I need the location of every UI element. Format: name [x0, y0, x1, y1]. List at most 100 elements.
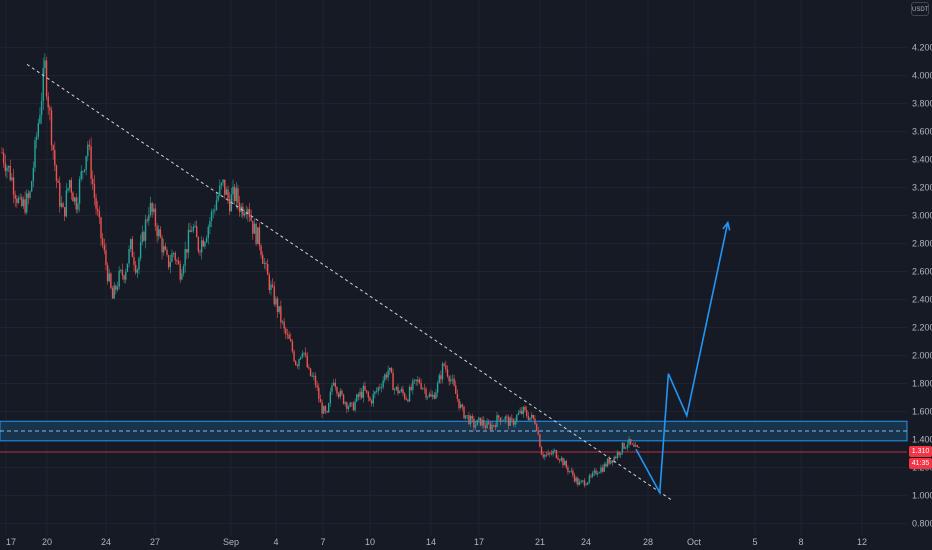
candle-body [573, 475, 576, 482]
candle-body [118, 270, 120, 287]
candle-body [263, 263, 266, 264]
candle-body [83, 169, 86, 172]
candle-body [141, 232, 143, 243]
candle-body [314, 375, 317, 386]
candle-body [431, 394, 434, 397]
candle-body [164, 246, 167, 250]
candle-body [252, 220, 254, 234]
candle-body [577, 477, 579, 485]
candle-body [362, 385, 365, 398]
candle-body [159, 229, 162, 238]
candle-body [575, 477, 577, 482]
candle-body [172, 252, 175, 254]
candle-body [220, 182, 223, 186]
candle-body [291, 341, 294, 352]
candle-body [194, 226, 196, 227]
candle-body [448, 376, 450, 382]
candle-body [506, 416, 508, 418]
candle-body [199, 251, 201, 253]
candle-body [153, 208, 155, 212]
candle-body [55, 165, 58, 181]
x-axis[interactable]: 17 20 24 27 Sep 4 7 10 14 17 21 24 28 Oct 5 8 12 [6, 537, 867, 547]
candle-body [481, 419, 483, 426]
candle-body [549, 453, 551, 454]
candle-body [52, 145, 54, 151]
y-tick-label: 2.800 [912, 239, 932, 249]
y-tick-label: 2.400 [912, 294, 932, 304]
y-tick-label: 1.600 [912, 406, 932, 416]
candle-body [229, 199, 231, 212]
currency-label[interactable]: USDT [911, 2, 929, 16]
x-tick-label: Sep [223, 537, 239, 547]
y-tick-label: 3.200 [912, 183, 932, 193]
candle-body [387, 370, 389, 378]
candle-body [578, 481, 581, 485]
candle-body [354, 401, 356, 411]
candle-body [120, 270, 122, 271]
candle-body [62, 203, 64, 208]
candle-body [148, 214, 150, 221]
candle-body [461, 404, 464, 407]
candle-body [377, 387, 379, 392]
candle-body [151, 203, 153, 212]
candle-body [21, 197, 23, 207]
candle-body [638, 446, 640, 448]
candle-body [130, 239, 132, 249]
candle-body [158, 229, 160, 237]
candle-body [232, 186, 234, 195]
candle-body [364, 385, 366, 391]
candle-body [328, 403, 330, 413]
candle-body [177, 260, 180, 265]
candle-body [6, 167, 8, 172]
candle-body [598, 472, 600, 474]
candle-body [243, 213, 246, 216]
candle-body [455, 385, 457, 394]
candle-body [600, 467, 602, 473]
candle-body [463, 406, 465, 419]
candle-body [422, 388, 424, 390]
candle-body [412, 380, 414, 390]
candle-body [413, 379, 416, 381]
candle-body [105, 250, 107, 266]
x-tick-label: 24 [581, 537, 591, 547]
candle-body [580, 480, 582, 482]
candle-body [631, 443, 633, 445]
candle-body [389, 367, 391, 371]
candle-body [342, 394, 345, 404]
candle-body [352, 403, 355, 411]
candle-body [405, 398, 407, 400]
candle-body [101, 238, 104, 245]
candle-body [24, 199, 26, 213]
candle-body [629, 439, 632, 444]
candle-body [16, 198, 18, 203]
candle-body [476, 419, 478, 426]
countdown-badge: 41:35 [909, 458, 932, 470]
projection-path[interactable] [635, 222, 729, 496]
candle-body [191, 230, 193, 232]
candle-body [217, 195, 219, 201]
candle-body [7, 165, 10, 168]
candle-body [31, 181, 33, 192]
candle-body [271, 284, 274, 287]
candle-body [494, 425, 497, 428]
candle-body [592, 472, 594, 477]
candle-body [93, 183, 96, 198]
candle-body [67, 188, 69, 191]
candle-body [456, 393, 459, 400]
candle-body [441, 363, 444, 380]
candle-body [17, 198, 20, 203]
candle-body [606, 458, 609, 467]
candle-body [78, 179, 81, 204]
candle-body [285, 328, 287, 335]
candle-body [562, 457, 564, 466]
candle-body [423, 388, 426, 390]
candle-body [64, 207, 66, 217]
x-tick-label: 27 [150, 537, 160, 547]
y-tick-label: 4.000 [912, 71, 932, 81]
candle-body [501, 420, 503, 422]
candle-body [219, 185, 221, 196]
candle-body [293, 351, 295, 362]
candle-body [224, 179, 226, 195]
candle-body [430, 394, 432, 397]
